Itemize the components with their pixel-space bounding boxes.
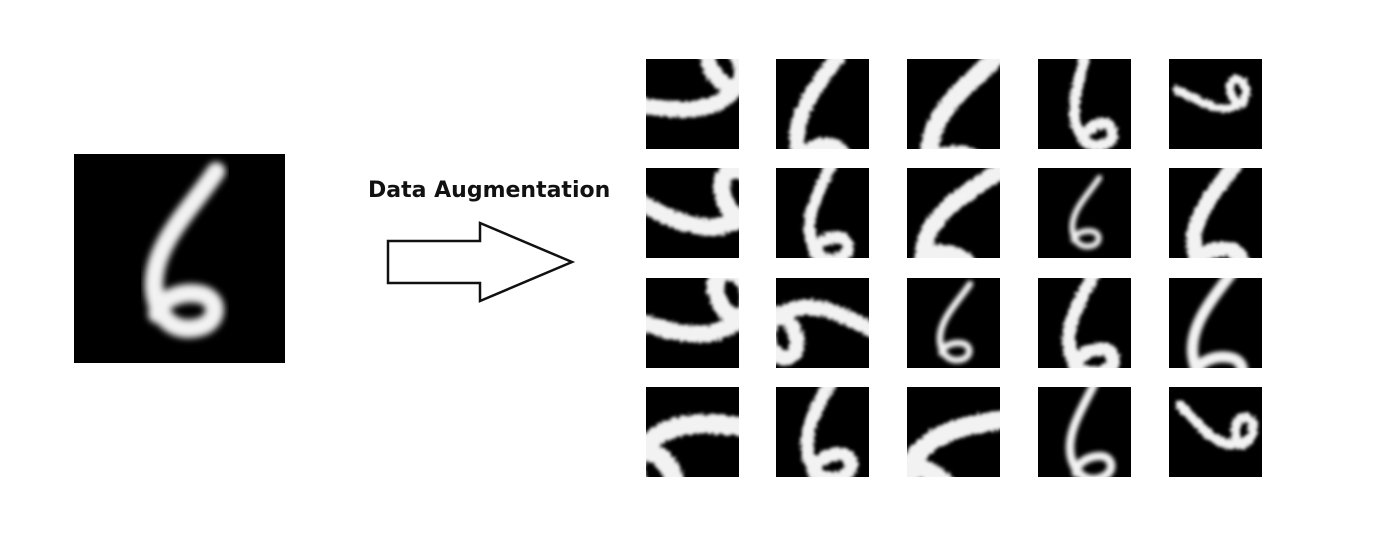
- augmented-sample-tile: [907, 59, 1000, 149]
- augmented-sample-tile: [776, 387, 869, 477]
- augmented-sample-tile: [907, 168, 1000, 258]
- augmented-sample-tile: [1169, 387, 1262, 477]
- augmented-sample-tile: [1038, 387, 1131, 477]
- augmented-sample-tile: [1038, 168, 1131, 258]
- augmented-sample-tile: [1169, 168, 1262, 258]
- augmented-sample-tile: [776, 59, 869, 149]
- augmented-sample-tile: [776, 278, 869, 368]
- augmented-sample-tile: [1038, 278, 1131, 368]
- augmentation-caption: Data Augmentation: [368, 178, 611, 203]
- augmented-sample-tile: [907, 387, 1000, 477]
- augmented-sample-tile: [646, 59, 739, 149]
- augmented-sample-tile: [646, 278, 739, 368]
- sample-background: [1038, 168, 1131, 258]
- augmented-samples-grid: [646, 59, 1262, 477]
- source-digit-tile: [74, 154, 285, 363]
- augmented-sample-tile: [1169, 59, 1262, 149]
- augmented-sample-tile: [1038, 59, 1131, 149]
- augmentation-arrow-icon: [386, 221, 576, 303]
- sample-background: [1169, 387, 1262, 477]
- augmented-sample-tile: [1169, 278, 1262, 368]
- sample-background: [907, 278, 1000, 368]
- augmented-sample-tile: [646, 168, 739, 258]
- augmented-sample-tile: [907, 278, 1000, 368]
- augmented-sample-tile: [776, 168, 869, 258]
- augmented-sample-tile: [646, 387, 739, 477]
